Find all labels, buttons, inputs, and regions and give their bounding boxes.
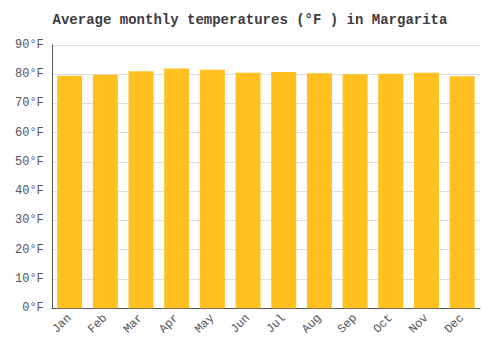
svg-text:90°F: 90°F	[15, 38, 44, 52]
svg-text:60°F: 60°F	[15, 126, 44, 140]
svg-text:10°F: 10°F	[15, 272, 44, 286]
svg-text:Jun: Jun	[228, 311, 253, 336]
svg-text:Sep: Sep	[335, 311, 360, 336]
svg-text:Apr: Apr	[156, 311, 181, 336]
svg-text:30°F: 30°F	[15, 213, 44, 227]
svg-text:Feb: Feb	[85, 311, 110, 336]
svg-text:40°F: 40°F	[15, 184, 44, 198]
svg-text:May: May	[192, 311, 217, 336]
svg-text:50°F: 50°F	[15, 155, 44, 169]
svg-text:80°F: 80°F	[15, 67, 44, 81]
svg-text:0°F: 0°F	[22, 301, 44, 315]
svg-text:70°F: 70°F	[15, 96, 44, 110]
svg-text:Nov: Nov	[406, 311, 431, 336]
svg-text:Oct: Oct	[371, 311, 396, 336]
svg-text:Jul: Jul	[264, 311, 289, 336]
svg-text:Average monthly temperatures (: Average monthly temperatures (°F ) in Ma…	[53, 12, 448, 28]
svg-text:Dec: Dec	[442, 311, 467, 336]
svg-text:Aug: Aug	[299, 311, 324, 336]
svg-text:Mar: Mar	[121, 311, 146, 336]
svg-text:20°F: 20°F	[15, 243, 44, 257]
svg-text:Jan: Jan	[49, 311, 74, 336]
